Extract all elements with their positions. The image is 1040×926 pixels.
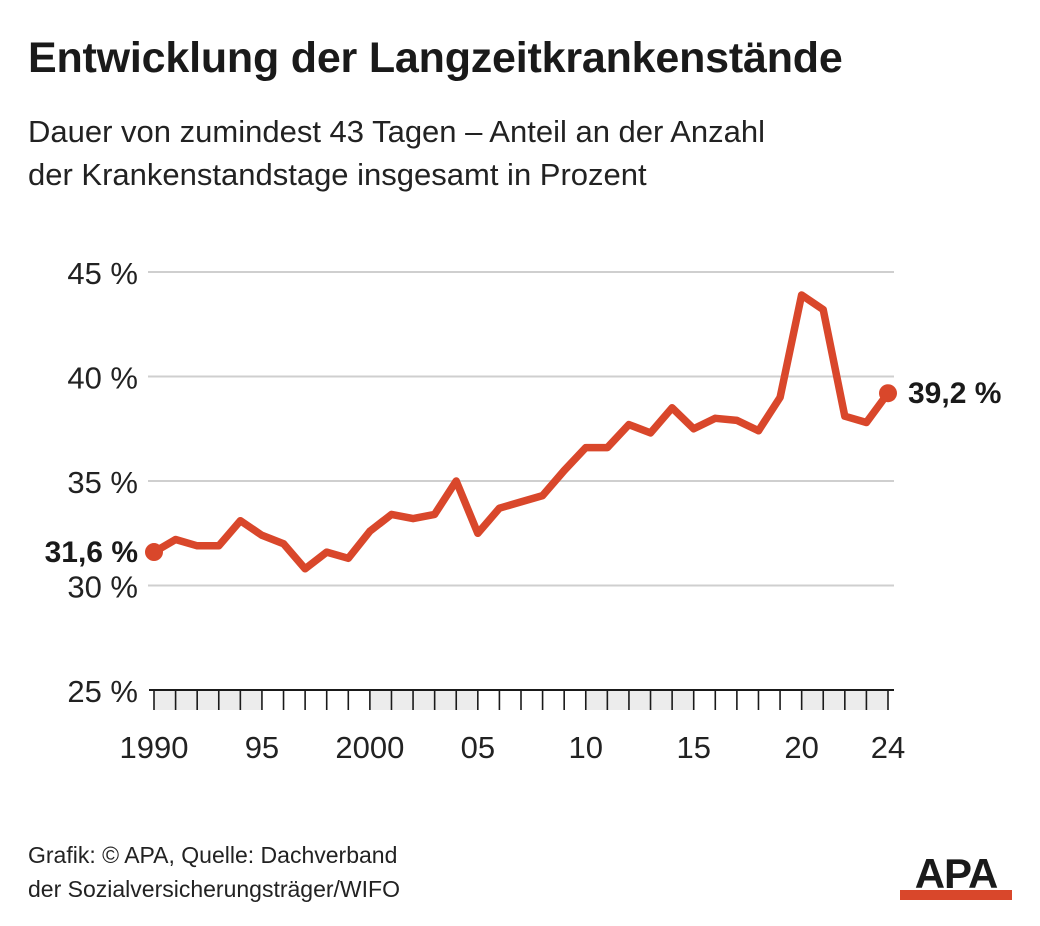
data-point xyxy=(474,529,482,537)
subtitle-line-2: der Krankenstandstage insgesamt in Proze… xyxy=(28,157,647,192)
chart-subtitle: Dauer von zumindest 43 Tagen – Anteil an… xyxy=(28,110,988,196)
data-point xyxy=(862,418,870,426)
chart-title: Entwicklung der Langzeitkrankenstände xyxy=(28,34,843,82)
data-point xyxy=(323,548,331,556)
x-tick-label: 1990 xyxy=(120,730,189,765)
data-point xyxy=(193,542,201,550)
end-point-marker xyxy=(879,384,897,403)
data-point xyxy=(215,542,223,550)
source-line-1: Grafik: © APA, Quelle: Dachverband xyxy=(28,842,398,868)
data-point xyxy=(690,425,698,433)
end-value-label: 39,2 % xyxy=(908,377,1001,410)
data-point xyxy=(754,427,762,435)
data-point xyxy=(668,404,676,412)
data-point xyxy=(711,414,719,422)
data-point xyxy=(625,421,633,429)
source-line-2: der Sozialversicherungsträger/WIFO xyxy=(28,876,400,902)
x-tick-label: 05 xyxy=(461,730,495,765)
y-tick-label: 30 % xyxy=(67,570,138,605)
data-point xyxy=(560,467,568,475)
data-point xyxy=(172,536,180,544)
data-point xyxy=(366,527,374,535)
x-tick-label: 15 xyxy=(676,730,710,765)
data-point xyxy=(495,504,503,512)
data-point xyxy=(582,444,590,452)
x-tick-label: 10 xyxy=(569,730,603,765)
source-note: Grafik: © APA, Quelle: Dachverband der S… xyxy=(28,838,400,906)
x-tick-label: 20 xyxy=(784,730,818,765)
x-tick-label: 2000 xyxy=(335,730,404,765)
data-point xyxy=(517,498,525,506)
data-point xyxy=(798,291,806,299)
data-point xyxy=(301,565,309,573)
series-line xyxy=(150,291,892,573)
data-point xyxy=(258,531,266,539)
data-point xyxy=(733,416,741,424)
year-band xyxy=(369,690,478,710)
data-point xyxy=(236,517,244,525)
data-point xyxy=(409,515,417,523)
svg-text:APA: APA xyxy=(915,852,998,897)
data-point xyxy=(431,510,439,518)
data-point xyxy=(819,306,827,314)
data-point xyxy=(603,444,611,452)
x-tick-label: 95 xyxy=(245,730,279,765)
y-tick-label: 40 % xyxy=(67,361,138,396)
apa-logo: APA xyxy=(900,852,1012,900)
y-tick-label: 35 % xyxy=(67,465,138,500)
data-point xyxy=(344,554,352,562)
year-band xyxy=(154,690,262,710)
data-point xyxy=(539,492,547,500)
year-band xyxy=(585,690,694,710)
start-value-label: 31,6 % xyxy=(45,536,138,569)
data-point xyxy=(280,540,288,548)
subtitle-line-1: Dauer von zumindest 43 Tagen – Anteil an… xyxy=(28,114,766,149)
data-point xyxy=(776,393,784,401)
data-point xyxy=(841,412,849,420)
x-tick-label: 24 xyxy=(871,730,905,765)
y-tick-label: 45 % xyxy=(67,256,138,291)
start-point-marker xyxy=(145,543,163,562)
data-point xyxy=(387,510,395,518)
y-tick-label: 25 % xyxy=(67,674,138,709)
data-point xyxy=(647,429,655,437)
data-point xyxy=(452,477,460,485)
